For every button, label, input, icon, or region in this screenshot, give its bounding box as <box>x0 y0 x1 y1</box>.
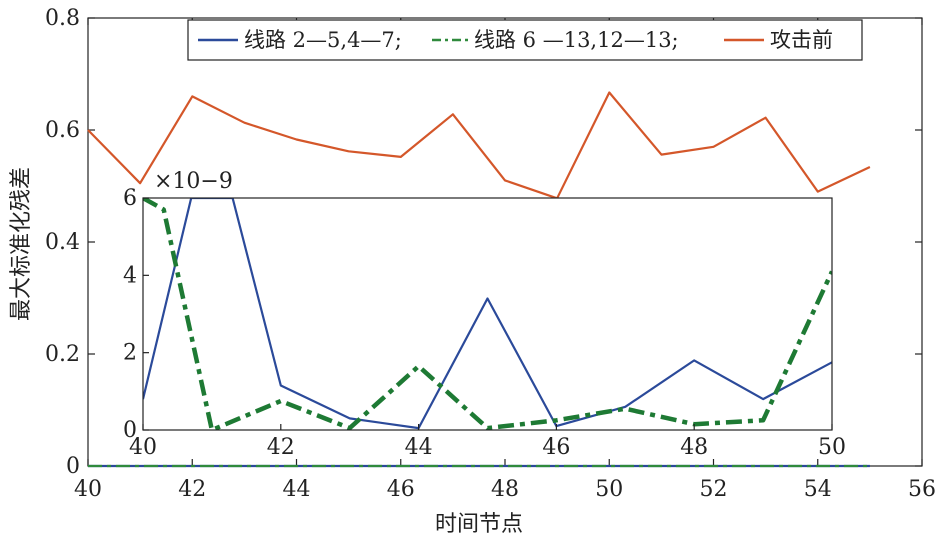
y-tick-label: 0.4 <box>45 230 80 255</box>
legend: 线路 2—5,4—7; 线路 6 —13,12—13; 攻击前 <box>187 19 863 61</box>
x-tick-label: 50 <box>595 477 623 502</box>
inset-series-line-2 <box>143 198 832 430</box>
inset-y-tick-label: 0 <box>123 418 137 443</box>
inset-x-tick-label: 44 <box>405 435 433 460</box>
y-tick-label: 0.8 <box>45 6 80 31</box>
y-tick-label: 0 <box>66 454 80 479</box>
inset-y-tick-label: 2 <box>123 341 137 366</box>
legend-label-series-3: 攻击前 <box>770 28 833 52</box>
x-tick-label: 44 <box>283 477 311 502</box>
x-tick-label: 46 <box>387 477 415 502</box>
inset-y-tick-label: 4 <box>123 263 137 288</box>
legend-label-series-1: 线路 2—5,4—7; <box>244 28 402 52</box>
inset-series-line-1 <box>143 198 832 430</box>
x-tick-label: 42 <box>178 477 206 502</box>
inset-axes <box>142 197 833 431</box>
inset-x-tick-label: 40 <box>129 435 157 460</box>
inset-x-tick-label: 46 <box>542 435 570 460</box>
inset-plot-lines <box>143 198 832 430</box>
inset-y-multiplier: ×10−9 <box>154 169 233 194</box>
inset-plot-area <box>143 198 832 430</box>
x-tick-label: 56 <box>908 477 936 502</box>
y-tick-label: 0.6 <box>45 118 80 143</box>
x-axis-title: 时间节点 <box>435 512 523 537</box>
inset-x-tick-label: 50 <box>818 435 846 460</box>
series-line-3 <box>87 91 871 200</box>
y-axis-title: 最大标准化残差 <box>9 167 34 321</box>
legend-label-series-2: 线路 6 —13,12—13; <box>474 28 679 52</box>
inset-x-tick-label: 48 <box>680 435 708 460</box>
x-tick-label: 54 <box>804 477 832 502</box>
x-tick-label: 48 <box>491 477 519 502</box>
inset-plot-frame <box>142 197 833 431</box>
y-tick-label: 0.2 <box>45 342 80 367</box>
main-plot-lines <box>87 91 871 468</box>
inset-y-tick-label: 6 <box>123 186 137 211</box>
x-tick-label: 52 <box>700 477 728 502</box>
inset-x-tick-label: 42 <box>267 435 295 460</box>
inset-background <box>143 198 832 430</box>
x-tick-label: 40 <box>74 477 102 502</box>
